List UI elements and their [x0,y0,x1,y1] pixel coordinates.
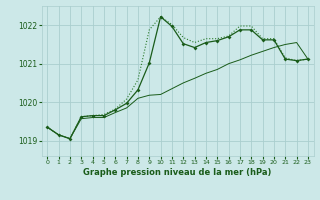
X-axis label: Graphe pression niveau de la mer (hPa): Graphe pression niveau de la mer (hPa) [84,168,272,177]
